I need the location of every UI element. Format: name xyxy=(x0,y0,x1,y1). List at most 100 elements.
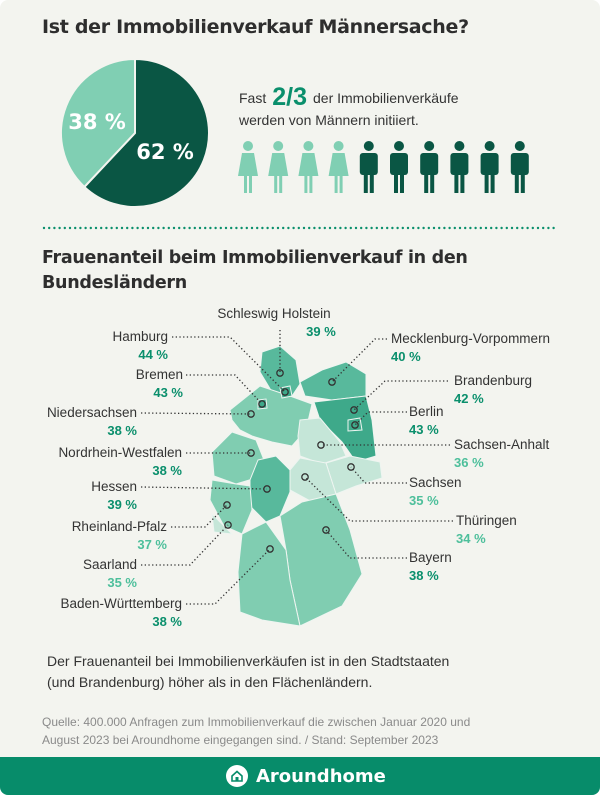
male-person-icon xyxy=(450,141,469,193)
state-value: 42 % xyxy=(454,391,484,406)
divider-dot xyxy=(100,226,103,230)
leader-line xyxy=(325,529,407,559)
divider-dot xyxy=(224,226,228,230)
divider-dot xyxy=(339,226,342,230)
divider-dot xyxy=(531,226,534,230)
divider-dot xyxy=(68,226,72,230)
state-niedersachsen xyxy=(229,385,313,447)
divider-dot xyxy=(282,226,285,230)
divider-dot xyxy=(417,226,420,230)
leader-line xyxy=(350,466,407,484)
male-person-icon xyxy=(510,141,529,193)
state-value: 43 % xyxy=(409,422,439,437)
divider-dot xyxy=(240,226,243,230)
state-marker xyxy=(317,441,325,449)
divider-dot xyxy=(386,226,389,230)
state-value: 44 % xyxy=(138,347,168,362)
state-value: 34 % xyxy=(456,531,486,546)
female-person-icon xyxy=(298,141,319,193)
leader-line xyxy=(304,476,453,522)
divider-dot xyxy=(552,226,555,230)
state-label: Rheinland-Pfalz xyxy=(71,519,167,534)
divider-dot xyxy=(209,226,212,230)
divider-dot xyxy=(79,226,82,230)
state-value: 35 % xyxy=(107,575,137,590)
state-marker xyxy=(247,449,255,457)
leader-line xyxy=(186,374,263,405)
state-label: Mecklenburg-Vorpommern xyxy=(391,331,551,346)
state-marker xyxy=(263,485,271,493)
divider-dot xyxy=(126,226,129,230)
state-marker xyxy=(351,421,359,429)
divider-dot xyxy=(458,226,462,230)
pie-slice-label: 62 % xyxy=(136,140,194,164)
female-person-icon xyxy=(268,141,289,193)
divider-dot xyxy=(547,226,550,230)
map-title: Frauenanteil beim Immobilienverkauf in d… xyxy=(42,248,468,293)
state-value: 38 % xyxy=(107,423,137,438)
state-label: Bayern xyxy=(409,550,452,565)
divider-dot xyxy=(536,226,540,230)
state-marker xyxy=(322,526,330,534)
house-icon xyxy=(226,765,248,787)
divider-dot xyxy=(365,226,368,230)
divider-dot xyxy=(230,226,233,230)
divider-dot xyxy=(84,226,87,230)
divider-dot xyxy=(204,226,207,230)
divider-dot xyxy=(292,226,295,230)
divider-dot xyxy=(178,226,181,230)
lead-text: Fast 2/3 der Immobilienverkäufe werden von… xyxy=(239,83,459,131)
divider-dot xyxy=(245,226,248,230)
divider-dot xyxy=(235,226,238,230)
leader-line xyxy=(171,504,228,528)
divider-dot xyxy=(42,226,46,230)
leader-line xyxy=(331,338,387,383)
source-line2: August 2023 bei Aroundhome eingegangen s… xyxy=(42,733,439,747)
divider-dot xyxy=(406,226,410,230)
state-label: Sachsen xyxy=(409,475,462,490)
divider-dot xyxy=(318,226,321,230)
state-label: Sachsen-Anhalt xyxy=(454,437,550,452)
divider-dot xyxy=(141,226,144,230)
divider-dot xyxy=(53,226,56,230)
leader-line xyxy=(140,486,268,490)
divider-dot xyxy=(172,226,176,230)
divider-dot xyxy=(219,226,222,230)
state-label: Saarland xyxy=(82,557,137,572)
divider-dot xyxy=(152,226,155,230)
state-value: 40 % xyxy=(391,349,421,364)
state-label: Nordrhein-Westfalen xyxy=(58,445,182,460)
male-person-icon xyxy=(359,141,378,193)
lead-line2: werden von Männern initiiert. xyxy=(239,112,419,128)
note-line2: (und Brandenburg) höher als in den Fläch… xyxy=(47,674,373,690)
divider-dot xyxy=(354,226,358,230)
lead-highlight: 2/3 xyxy=(272,83,307,111)
divider-dot xyxy=(74,226,77,230)
divider-dot xyxy=(495,226,498,230)
male-person-icon xyxy=(480,141,499,193)
state-value: 38 % xyxy=(409,568,439,583)
divider-dot xyxy=(63,226,66,230)
summary-note: Der Frauenanteil bei Immobilienverkäufen… xyxy=(47,651,449,693)
state-saarland xyxy=(211,512,234,535)
state-value: 37 % xyxy=(137,537,167,552)
state-label: Hessen xyxy=(91,479,137,494)
divider-dot xyxy=(380,226,384,230)
divider-dot xyxy=(510,226,514,230)
brand-logo[interactable]: Aroundhome xyxy=(226,765,386,787)
divider-dot xyxy=(193,226,196,230)
divider-dot xyxy=(302,226,306,230)
divider-dot xyxy=(422,226,425,230)
divider-dot xyxy=(250,226,254,230)
divider-dot xyxy=(214,226,217,230)
divider-dot xyxy=(136,226,139,230)
divider-dot xyxy=(266,226,269,230)
divider-dot xyxy=(287,226,290,230)
divider-dot xyxy=(396,226,399,230)
divider-dot xyxy=(48,226,51,230)
state-value: 39 % xyxy=(306,324,336,339)
divider-dot xyxy=(157,226,160,230)
leader-line xyxy=(172,336,286,393)
divider-dot xyxy=(375,226,378,230)
